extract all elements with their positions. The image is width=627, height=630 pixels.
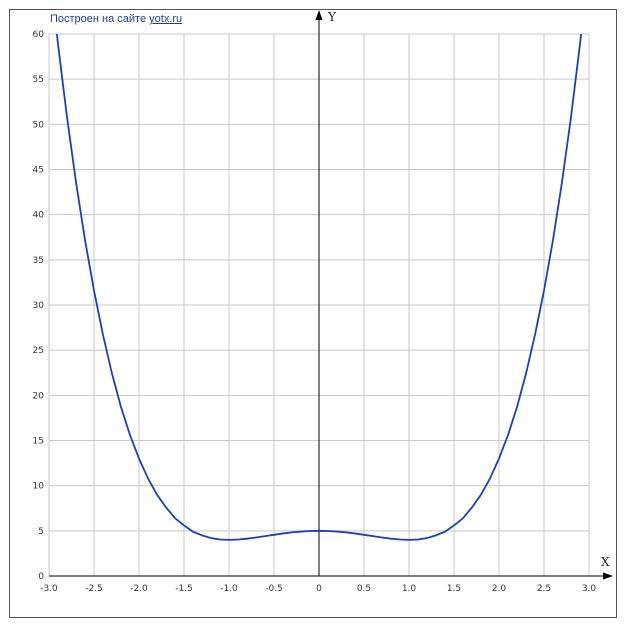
y-tick-label: 0 <box>38 572 44 582</box>
x-tick-label: 0 <box>316 584 322 594</box>
x-tick-label: -1.0 <box>220 584 238 594</box>
y-tick-label: 25 <box>33 346 44 356</box>
x-tick-label: -1.5 <box>175 584 193 594</box>
axes: XY <box>49 10 613 580</box>
y-tick-label: 40 <box>33 211 45 221</box>
y-tick-label: 30 <box>33 301 45 311</box>
x-tick-label: 2.5 <box>537 584 551 594</box>
x-tick-label: -2.0 <box>130 584 148 594</box>
x-tick-label: 1.5 <box>447 584 461 594</box>
x-axis-label: X <box>601 555 610 569</box>
x-tick-label: 0.5 <box>357 584 371 594</box>
credit-link[interactable]: yotx.ru <box>149 13 183 25</box>
y-tick-label: 10 <box>33 482 45 492</box>
x-tick-label: 1.0 <box>402 584 417 594</box>
series-line <box>55 34 583 541</box>
site-credit: Построен на сайте yotx.ru <box>50 13 182 25</box>
x-tick-label: -3.0 <box>40 584 58 594</box>
y-tick-label: 15 <box>33 437 44 447</box>
x-tick-label: -0.5 <box>265 584 283 594</box>
y-axis-arrow <box>315 10 323 20</box>
y-tick-label: 50 <box>33 120 45 130</box>
y-tick-label: 55 <box>33 75 44 85</box>
x-axis-arrow <box>603 572 613 580</box>
x-tick-label: -2.5 <box>85 584 103 594</box>
y-tick-label: 60 <box>33 30 45 40</box>
y-axis-label: Y <box>327 10 337 24</box>
y-tick-label: 35 <box>33 256 44 266</box>
chart-frame <box>9 9 617 618</box>
x-tick-label: 3.0 <box>582 584 597 594</box>
y-tick-label: 20 <box>33 391 45 401</box>
y-tick-label: 45 <box>33 166 44 176</box>
series-group <box>55 34 583 541</box>
y-tick-label: 5 <box>38 527 44 537</box>
tick-labels: -3.0 -2.5 -2.0 -1.5 -1.0 -0.5 0 0.5 1.0 1.5 2.0 2.5… <box>33 30 597 594</box>
credit-text: Построен на сайте <box>50 13 147 25</box>
x-tick-label: 2.0 <box>492 584 507 594</box>
